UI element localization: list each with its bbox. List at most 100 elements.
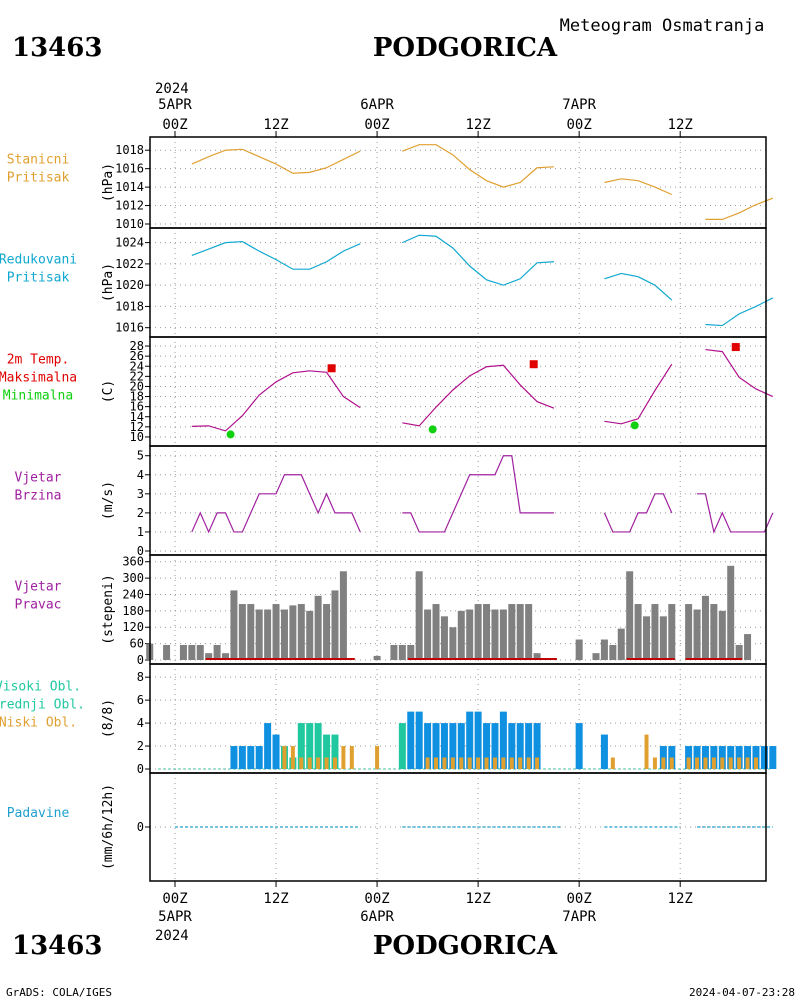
year-top: 2024 — [155, 81, 189, 97]
cloud-bar — [375, 746, 380, 769]
direction-bar — [449, 627, 457, 660]
direction-bar — [668, 604, 676, 660]
bottom-hour-label: 00Z — [364, 891, 389, 907]
y-tick-label: 60 — [130, 637, 144, 651]
series-line — [604, 363, 673, 425]
direction-bar — [331, 590, 339, 660]
top-hour-label: 12Z — [263, 117, 288, 133]
y-tick-label: 26 — [130, 349, 144, 363]
direction-bar — [255, 609, 263, 660]
direction-bar — [575, 639, 583, 660]
y-tick-label: 28 — [130, 339, 144, 353]
product-title: Meteogram Osmatranja — [560, 16, 765, 36]
cloud-bar — [238, 746, 246, 769]
direction-bar — [617, 628, 625, 660]
top-hour-label: 00Z — [162, 117, 187, 133]
direction-bar — [179, 644, 187, 660]
y-tick-label: 5 — [137, 449, 144, 463]
y-axis-label: (8/8) — [101, 699, 116, 738]
panel-frame — [149, 136, 767, 229]
cloud-bar — [661, 757, 666, 769]
cloud-bar — [711, 757, 716, 769]
y-axis-label: (hPa) — [101, 163, 116, 202]
cloud-bar — [644, 734, 649, 769]
direction-bar — [289, 605, 297, 660]
y-tick-label: 360 — [122, 555, 144, 569]
station-name-bottom: PODGORICA — [373, 931, 558, 961]
y-tick-label: 1022 — [115, 257, 144, 271]
cloud-bar — [760, 746, 768, 769]
cloud-bar — [509, 757, 514, 769]
panel-label: Srednji Obl. — [0, 698, 85, 713]
direction-bar — [533, 653, 541, 660]
direction-bar — [230, 590, 238, 660]
cloud-bar — [247, 746, 255, 769]
cloud-bar — [349, 746, 354, 769]
credit: GrADS: COLA/IGES — [6, 986, 112, 999]
series-line — [705, 197, 774, 220]
series-line — [402, 455, 554, 533]
cloud-bar — [415, 711, 423, 769]
cloud-bar — [459, 757, 464, 769]
direction-bar — [238, 604, 246, 660]
panel-label: Visoki Obl. — [0, 680, 81, 695]
direction-bar — [297, 604, 305, 660]
panel-label: Pravac — [15, 598, 62, 613]
top-date-label: 6APR — [360, 97, 394, 113]
min-temp-marker — [630, 421, 639, 430]
y-tick-label: 1012 — [115, 199, 144, 213]
y-tick-label: 12 — [130, 420, 144, 434]
direction-bar — [188, 644, 196, 660]
cloud-bar — [533, 723, 541, 769]
cloud-bar — [255, 746, 263, 769]
panel-label: Maksimalna — [0, 371, 77, 386]
y-tick-label: 16 — [130, 400, 144, 414]
direction-bar — [407, 644, 415, 660]
direction-bar — [685, 604, 693, 660]
y-tick-label: 20 — [130, 379, 144, 393]
series-line — [191, 148, 361, 174]
panel-wind_speed: Vjetar Brzina (m/s) 0 1 2 3 4 5 — [15, 445, 774, 558]
cloud-bar — [483, 723, 491, 769]
cloud-bar — [686, 757, 691, 769]
panel-label: Vjetar — [15, 580, 62, 595]
cloud-bar — [297, 723, 305, 769]
y-tick-label: 6 — [137, 693, 144, 707]
direction-bar — [508, 604, 516, 660]
cloud-bar — [314, 723, 322, 769]
panel-label: Pritisak — [7, 271, 70, 286]
direction-bar — [205, 653, 213, 660]
y-tick-label: 1018 — [115, 299, 144, 313]
cloud-bar — [703, 757, 708, 769]
direction-bar — [339, 571, 347, 660]
cloud-bar — [316, 757, 321, 769]
max-temp-marker — [731, 343, 740, 352]
y-tick-label: 1016 — [115, 321, 144, 335]
y-axis-label: (hPa) — [101, 263, 116, 302]
direction-bar — [213, 644, 221, 660]
panel-wind_direction: Vjetar Pravac (stepeni) 0 60 120 180 240 300 360 — [15, 554, 767, 667]
direction-bar — [306, 610, 314, 660]
y-tick-label: 1010 — [115, 217, 144, 231]
cloud-bar — [492, 757, 497, 769]
series-line — [705, 297, 774, 327]
direction-bar — [440, 616, 448, 660]
direction-bar — [373, 655, 381, 660]
direction-bar — [600, 639, 608, 660]
bottom-time-axis: 00Z 12Z 00Z 12Z 00Z 12Z 5APR 6APR 7APR — [158, 881, 693, 925]
direction-bar — [398, 644, 406, 660]
cloud-bar — [499, 711, 507, 769]
cloud-bar — [491, 723, 499, 769]
y-tick-label: 180 — [122, 604, 144, 618]
cloud-bar — [769, 746, 777, 769]
y-tick-label: 0 — [137, 762, 144, 776]
series-line — [697, 493, 774, 534]
cloud-bar — [442, 757, 447, 769]
cloud-bar — [526, 757, 531, 769]
panel-label: Redukovani — [0, 253, 77, 268]
y-tick-label: 22 — [130, 369, 144, 383]
direction-bar — [643, 616, 651, 660]
direction-bar — [491, 609, 499, 660]
bottom-hour-label: 00Z — [567, 891, 592, 907]
